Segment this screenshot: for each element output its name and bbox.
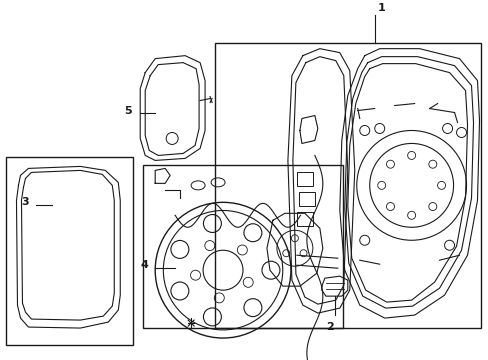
Bar <box>296 212 312 226</box>
Text: 3: 3 <box>21 197 28 207</box>
Text: 2: 2 <box>325 322 333 332</box>
Text: 4: 4 <box>140 260 148 270</box>
Bar <box>296 172 312 186</box>
Bar <box>215 43 481 328</box>
Text: 1: 1 <box>377 3 385 13</box>
Text: 5: 5 <box>124 105 132 116</box>
Bar <box>298 192 314 206</box>
Bar <box>5 157 133 345</box>
Bar <box>143 165 342 328</box>
